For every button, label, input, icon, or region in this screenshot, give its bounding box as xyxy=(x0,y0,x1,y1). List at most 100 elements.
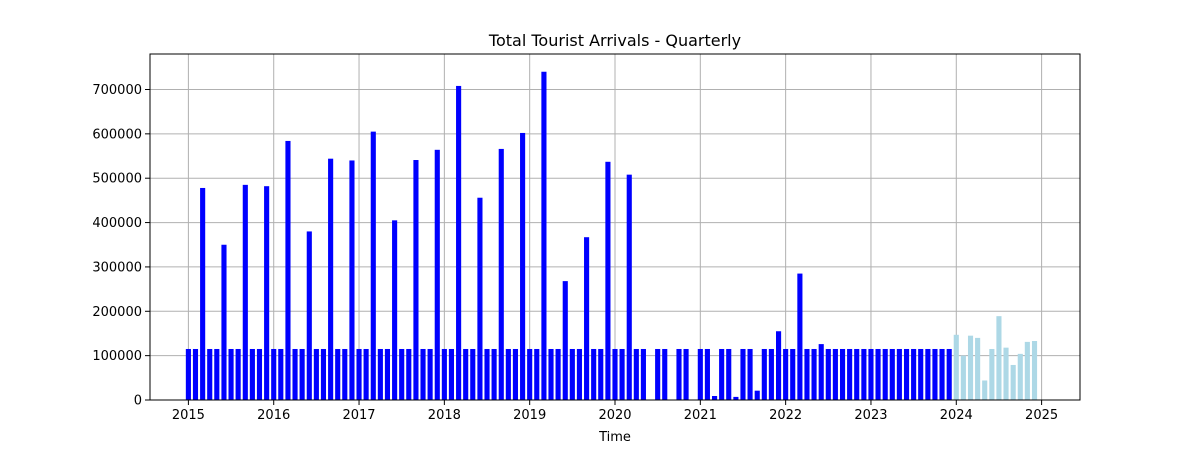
historical-bar xyxy=(335,348,341,400)
historical-bar xyxy=(285,140,291,400)
historical-bar xyxy=(719,348,725,400)
x-tick-label: 2022 xyxy=(769,408,802,423)
historical-bar xyxy=(512,348,518,400)
historical-bar xyxy=(370,131,376,400)
forecast-bar xyxy=(975,337,981,400)
historical-bar xyxy=(832,348,838,400)
x-tick-label: 2024 xyxy=(940,408,973,423)
historical-bar xyxy=(306,231,312,400)
historical-bar xyxy=(470,348,476,400)
historical-bar xyxy=(712,396,718,400)
forecast-bar xyxy=(1031,341,1038,400)
historical-bar xyxy=(448,348,454,400)
historical-bar xyxy=(783,348,789,400)
historical-bar xyxy=(847,348,853,400)
historical-bar xyxy=(811,348,817,400)
historical-bar xyxy=(697,348,703,400)
forecast-bar xyxy=(996,316,1002,400)
y-tick-label: 100000 xyxy=(92,349,142,364)
historical-bar xyxy=(349,160,355,400)
historical-bar xyxy=(505,348,511,400)
historical-bar xyxy=(484,348,490,400)
x-tick-label: 2016 xyxy=(257,408,290,423)
historical-bar xyxy=(825,348,831,400)
historical-bar xyxy=(591,348,597,400)
bars-layer xyxy=(185,71,1038,400)
historical-bar xyxy=(861,348,867,400)
historical-bar xyxy=(818,344,824,400)
historical-bar xyxy=(854,348,860,400)
historical-bar xyxy=(740,348,746,400)
historical-bar xyxy=(235,348,241,400)
historical-bar xyxy=(598,348,604,400)
historical-bar xyxy=(256,348,263,400)
forecast-bar xyxy=(960,355,966,400)
chart-title: Total Tourist Arrivals - Quarterly xyxy=(488,31,741,50)
historical-bar xyxy=(541,71,547,400)
historical-bar xyxy=(491,348,497,400)
historical-bar xyxy=(605,161,611,400)
historical-bar xyxy=(868,348,874,400)
historical-bar xyxy=(754,390,760,400)
historical-bar xyxy=(655,348,661,400)
historical-bar xyxy=(413,160,419,400)
historical-bar xyxy=(264,186,270,400)
historical-bar xyxy=(527,348,533,400)
y-tick-label: 600000 xyxy=(92,127,142,142)
historical-bar xyxy=(313,348,319,400)
forecast-bar xyxy=(1017,353,1023,400)
historical-bar xyxy=(683,348,689,400)
forecast-bar xyxy=(989,348,995,400)
forecast-bar xyxy=(1003,347,1009,400)
forecast-bar xyxy=(953,334,959,400)
historical-bar xyxy=(584,237,590,400)
y-tick-label: 700000 xyxy=(92,83,142,98)
forecast-bar xyxy=(1024,341,1030,400)
y-tick-label: 300000 xyxy=(92,260,142,275)
historical-bar xyxy=(555,348,561,400)
historical-bar xyxy=(221,244,227,400)
historical-bar xyxy=(797,273,803,400)
historical-bar xyxy=(747,348,753,400)
historical-bar xyxy=(249,348,255,400)
y-tick-label: 500000 xyxy=(92,172,142,187)
historical-bar xyxy=(463,348,469,400)
historical-bar xyxy=(292,348,298,400)
x-tick-label: 2018 xyxy=(428,408,461,423)
historical-bar xyxy=(228,348,234,400)
historical-bar xyxy=(363,348,369,400)
historical-bar xyxy=(676,348,682,400)
historical-bar xyxy=(328,158,334,400)
y-tick-label: 200000 xyxy=(92,305,142,320)
historical-bar xyxy=(804,348,810,400)
historical-bar xyxy=(242,184,248,400)
historical-bar xyxy=(626,174,632,400)
y-tick-label: 0 xyxy=(134,394,142,409)
historical-bar xyxy=(271,348,277,400)
historical-bar xyxy=(633,348,639,400)
x-axis-title: Time xyxy=(598,430,631,445)
historical-bar xyxy=(761,348,767,400)
historical-bar xyxy=(498,148,504,400)
historical-bar xyxy=(726,348,732,400)
historical-bar xyxy=(320,348,327,400)
historical-bar xyxy=(534,348,540,400)
historical-bar xyxy=(299,348,305,400)
historical-bar xyxy=(192,348,199,400)
historical-bar xyxy=(477,197,483,400)
historical-bar xyxy=(420,348,426,400)
historical-bar xyxy=(520,132,526,400)
historical-bar xyxy=(896,348,902,400)
historical-bar xyxy=(456,85,462,400)
historical-bar xyxy=(640,348,646,400)
historical-bar xyxy=(214,348,220,400)
x-tick-label: 2021 xyxy=(684,408,717,423)
historical-bar xyxy=(377,348,383,400)
x-tick-label: 2019 xyxy=(513,408,546,423)
x-tick-label: 2023 xyxy=(854,408,887,423)
historical-bar xyxy=(662,348,668,400)
historical-bar xyxy=(925,348,931,400)
y-tick-label: 400000 xyxy=(92,216,142,231)
x-tick-label: 2015 xyxy=(172,408,205,423)
